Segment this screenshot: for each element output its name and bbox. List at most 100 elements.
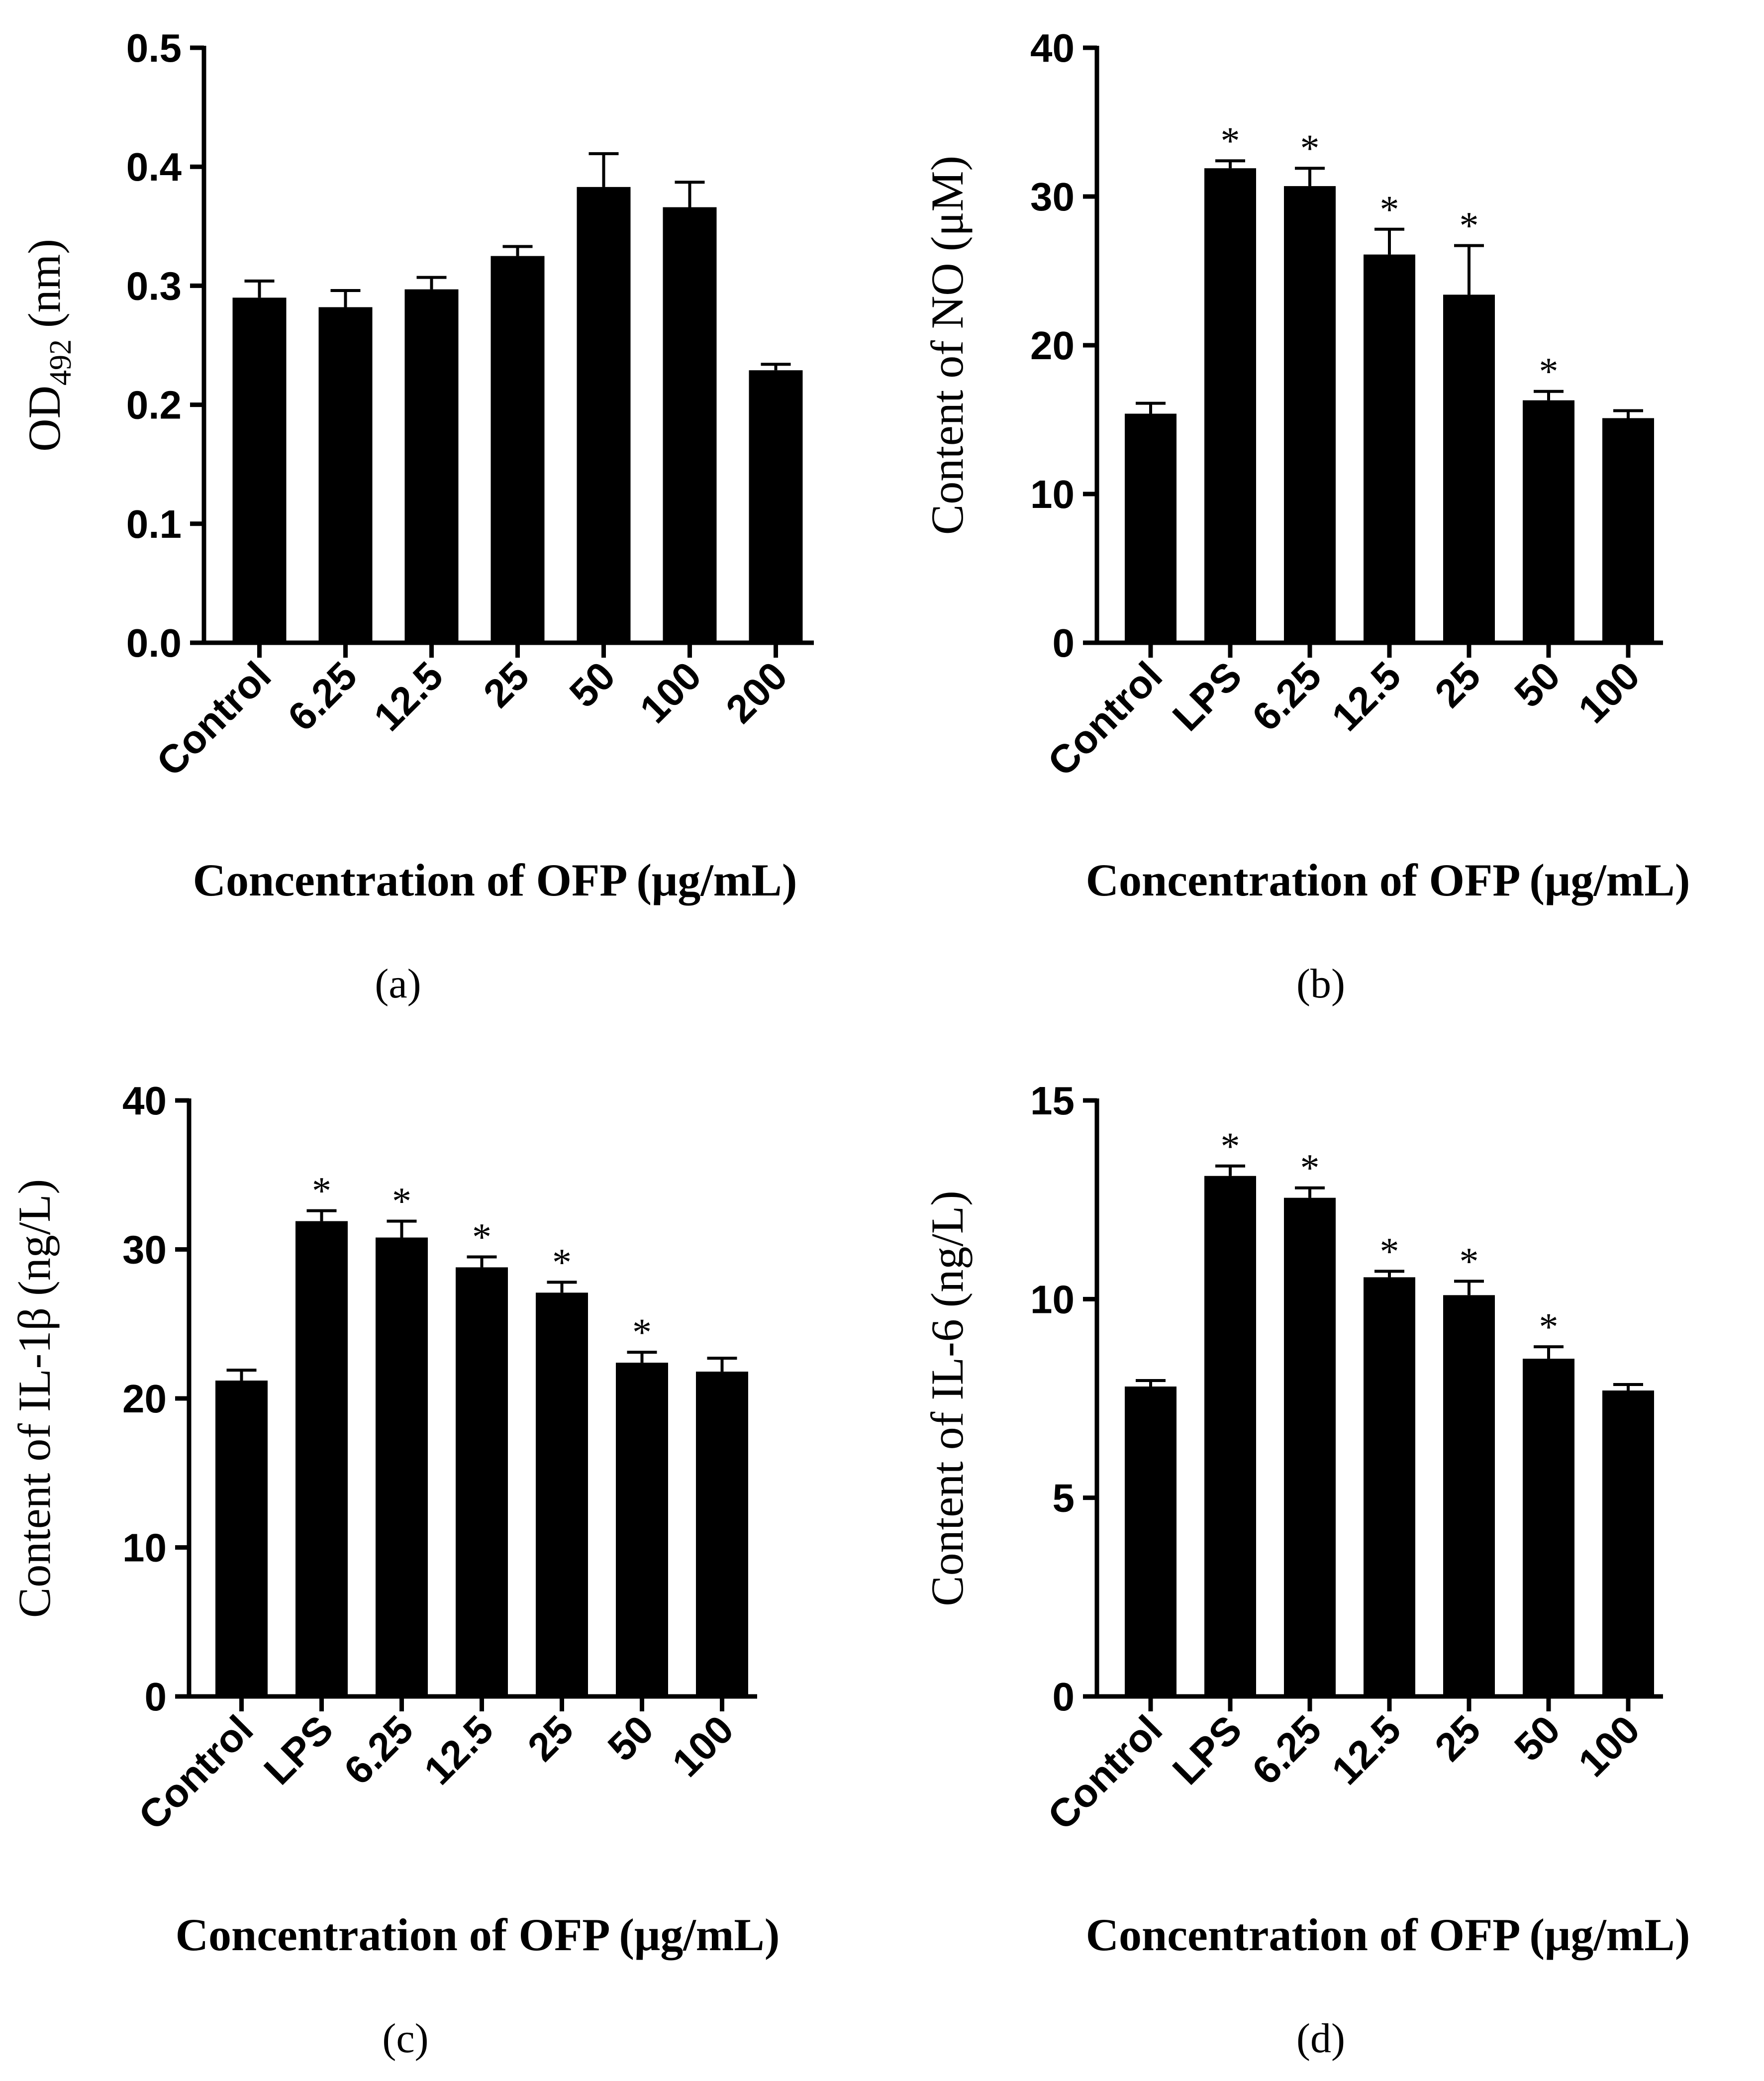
panel-label: (b) [1296, 961, 1345, 1007]
bar [1125, 413, 1176, 643]
x-tick-label: 100 [1570, 1707, 1648, 1785]
significance-mark: * [392, 1180, 411, 1223]
bar [456, 1267, 508, 1696]
significance-mark: * [632, 1310, 652, 1354]
x-tick-label: 12.5 [1323, 653, 1409, 739]
x-tick-label: 200 [717, 653, 795, 731]
bar [696, 1372, 748, 1696]
y-tick-label: 0.2 [126, 383, 182, 427]
significance-mark: * [1221, 1124, 1240, 1168]
x-tick-label: Control [130, 1707, 262, 1838]
y-axis-title: Content of IL-6 (ng/L) [922, 1190, 973, 1606]
bar [215, 1381, 268, 1696]
x-tick-label: 50 [1506, 653, 1568, 716]
x-tick-label: 25 [475, 653, 538, 716]
panel-a-chart: 0.0 0.1 0.2 0.3 0.4 0.5 Control 6.25 12.5 25 50 100… [19, 26, 814, 1007]
bar [663, 207, 717, 643]
x-tick-label: 12.5 [365, 653, 451, 739]
y-tick-label: 0 [1053, 621, 1075, 665]
bar [1284, 186, 1336, 643]
y-tick-label: 0.4 [126, 145, 182, 189]
bar [616, 1363, 668, 1696]
bar [1602, 1390, 1654, 1696]
bar [1602, 418, 1654, 643]
x-tick-label: 6.25 [1244, 653, 1330, 739]
significance-mark: * [1460, 1239, 1479, 1283]
x-axis-title: Concentration of OFP (μg/mL) [193, 855, 797, 905]
y-tick-label: 10 [1030, 472, 1075, 516]
x-tick-label: Control [148, 653, 280, 785]
x-tick-label: LPS [1164, 653, 1250, 739]
y-tick-label: 0.1 [126, 502, 182, 546]
x-tick-label: 50 [561, 653, 624, 716]
y-tick-label: 10 [1030, 1277, 1075, 1321]
y-tick-label: 20 [1030, 323, 1075, 368]
panel-label: (d) [1296, 2015, 1345, 2062]
panel-label: (c) [382, 2015, 428, 2062]
x-tick-label: 25 [1426, 1707, 1489, 1770]
bar [1204, 168, 1256, 643]
bar [1523, 1359, 1574, 1696]
x-tick-label: 6.25 [279, 653, 365, 739]
bar [1443, 1295, 1495, 1696]
significance-mark: * [1460, 204, 1479, 247]
y-tick-label: 5 [1053, 1476, 1075, 1520]
x-tick-label: LPS [1164, 1707, 1250, 1793]
bar [1204, 1176, 1256, 1696]
y-tick-label: 30 [122, 1228, 167, 1272]
x-tick-label: 6.25 [1244, 1707, 1330, 1793]
y-tick-label: 40 [122, 1079, 167, 1123]
bar [1443, 295, 1495, 643]
bar [749, 370, 803, 643]
y-axis-title: Content of NO (μM) [922, 156, 973, 535]
y-tick-label: 20 [122, 1377, 167, 1421]
panel-label: (a) [375, 961, 421, 1007]
significance-mark: * [1380, 1229, 1399, 1273]
bar [1125, 1387, 1176, 1696]
x-tick-label: Control [1039, 653, 1171, 785]
y-tick-label: 0.5 [126, 26, 182, 70]
significance-mark: * [1300, 1146, 1320, 1189]
y-tick-label: 40 [1030, 26, 1075, 70]
x-tick-label: 50 [599, 1707, 662, 1770]
x-tick-label: 100 [664, 1707, 742, 1785]
x-tick-label: Control [1039, 1707, 1171, 1838]
y-tick-label: 0.0 [126, 621, 182, 665]
x-tick-label: 25 [1426, 653, 1489, 716]
bar [577, 187, 631, 643]
y-tick-label: 15 [1030, 1079, 1075, 1123]
significance-mark: * [1221, 119, 1240, 162]
x-tick-label: 100 [631, 653, 709, 731]
bar [232, 297, 287, 643]
y-tick-label: 0 [1053, 1675, 1075, 1719]
bar [1364, 1277, 1415, 1696]
bar [404, 289, 459, 643]
y-tick-label: 10 [122, 1526, 167, 1570]
x-axis-title: Concentration of OFP (μg/mL) [176, 1909, 780, 1960]
bar [1284, 1197, 1336, 1696]
y-axis-title-subscript: 492 [44, 339, 78, 386]
y-tick-label: 0.3 [126, 264, 182, 308]
x-tick-label: 12.5 [415, 1707, 501, 1793]
x-tick-label: 6.25 [335, 1707, 421, 1793]
bar [490, 256, 545, 643]
y-axis-title: Content of IL-1β (ng/L) [9, 1179, 60, 1618]
x-axis-title: Concentration of OFP (μg/mL) [1086, 855, 1690, 905]
y-tick-label: 0 [145, 1675, 167, 1719]
x-tick-label: LPS [256, 1707, 342, 1793]
significance-mark: * [552, 1240, 572, 1284]
x-tick-label: 100 [1570, 653, 1648, 731]
bar [1523, 400, 1574, 643]
y-tick-label: 30 [1030, 175, 1075, 219]
significance-mark: * [1539, 350, 1559, 393]
y-axis-title: OD492 (nm) [19, 239, 78, 452]
x-tick-label: 50 [1506, 1707, 1568, 1770]
y-axis-title-main: OD [19, 386, 70, 452]
significance-mark: * [1539, 1305, 1559, 1348]
bar [1364, 254, 1415, 643]
significance-mark: * [1380, 188, 1399, 231]
